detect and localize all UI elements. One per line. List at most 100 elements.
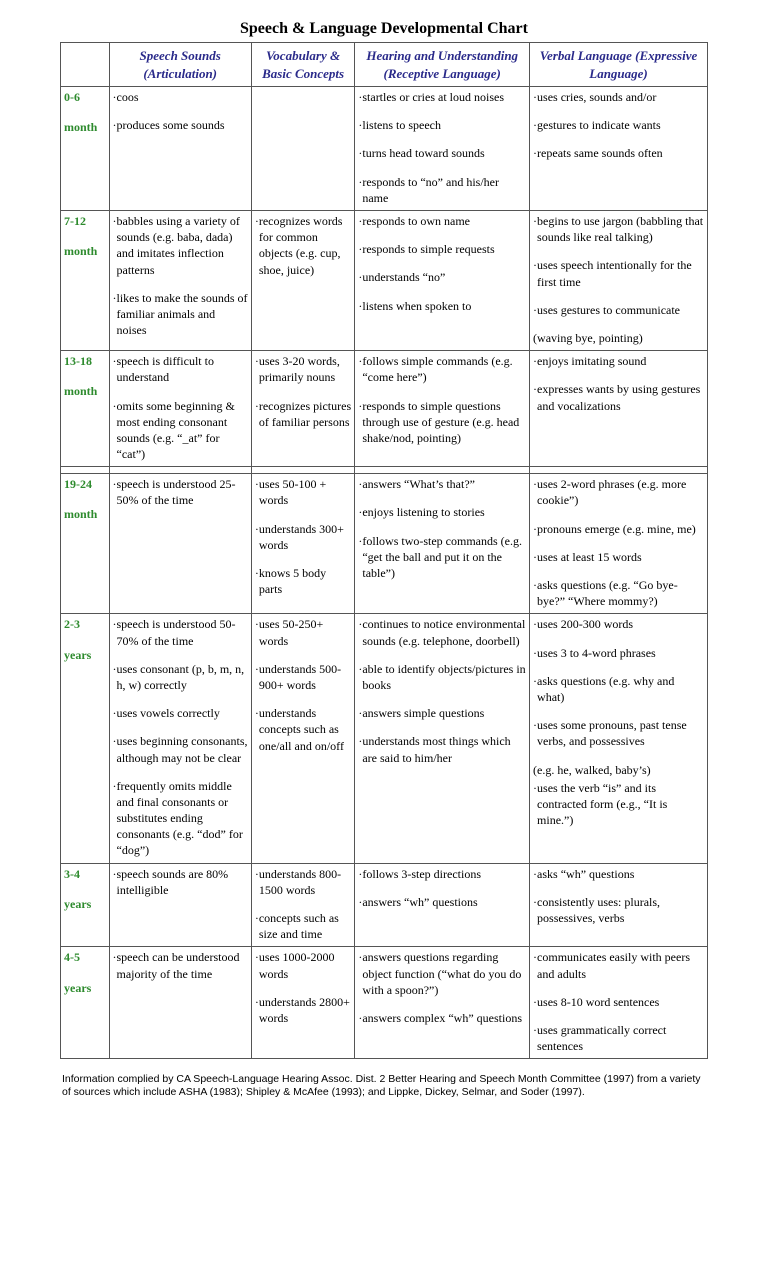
age-unit: month bbox=[64, 506, 106, 522]
cell-vocabulary: uses 3-20 words, primarily nounsrecogniz… bbox=[251, 351, 355, 467]
table-row: 13-18monthspeech is difficult to underst… bbox=[61, 351, 708, 467]
list-item: repeats same sounds often bbox=[533, 145, 704, 161]
cell-vocabulary: recognizes words for common objects (e.g… bbox=[251, 211, 355, 351]
cell-expressive: uses cries, sounds and/orgestures to ind… bbox=[530, 87, 708, 211]
page-title: Speech & Language Developmental Chart bbox=[60, 20, 708, 38]
dev-chart-table: Speech Sounds (Articulation) Vocabulary … bbox=[60, 42, 708, 1059]
list-item: responds to simple requests bbox=[358, 241, 526, 257]
cell-expressive: begins to use jargon (babbling that soun… bbox=[530, 211, 708, 351]
list-item: listens to speech bbox=[358, 117, 526, 133]
list-item: able to identify objects/pictures in boo… bbox=[358, 661, 526, 693]
list-item: (e.g. he, walked, baby’s) bbox=[533, 762, 704, 778]
age-unit: month bbox=[64, 243, 106, 259]
list-item: answers “What’s that?” bbox=[358, 476, 526, 492]
cell-expressive: uses 2-word phrases (e.g. more cookie”)p… bbox=[530, 474, 708, 614]
header-expressive: Verbal Language (Expressive Language) bbox=[530, 43, 708, 87]
cell-receptive: startles or cries at loud noises listens … bbox=[355, 87, 530, 211]
list-item: concepts such as size and time bbox=[255, 910, 352, 942]
cell-articulation: speech is understood 25-50% of the time bbox=[109, 474, 251, 614]
list-item: turns head toward sounds bbox=[358, 145, 526, 161]
age-range: 13-18 bbox=[64, 353, 106, 369]
list-item: responds to simple questions through use… bbox=[358, 398, 526, 447]
list-item: understands concepts such as one/all and… bbox=[255, 705, 352, 754]
age-unit: years bbox=[64, 896, 106, 912]
list-item: uses speech intentionally for the first … bbox=[533, 257, 704, 289]
list-item: uses 3-20 words, primarily nouns bbox=[255, 353, 352, 385]
age-cell: 19-24 month bbox=[61, 474, 110, 614]
cell-receptive: continues to notice environmental sounds… bbox=[355, 614, 530, 863]
list-item: enjoys imitating sound bbox=[533, 353, 704, 369]
list-item: uses 50-250+ words bbox=[255, 616, 352, 648]
table-row: 3-4yearsspeech sounds are 80% intelligib… bbox=[61, 863, 708, 947]
list-item: (waving bye, pointing) bbox=[533, 330, 704, 346]
cell-vocabulary: uses 50-250+ words understands 500-900+ w… bbox=[251, 614, 355, 863]
list-item: follows simple commands (e.g. “come here… bbox=[358, 353, 526, 385]
list-item: answers questions regarding object funct… bbox=[358, 949, 526, 998]
list-item: likes to make the sounds of familiar ani… bbox=[113, 290, 248, 339]
header-row: Speech Sounds (Articulation) Vocabulary … bbox=[61, 43, 708, 87]
list-item: responds to “no” and his/her name bbox=[358, 174, 526, 206]
list-item: answers “wh” questions bbox=[358, 894, 526, 910]
age-cell: 7-12month bbox=[61, 211, 110, 351]
table-row: 4-5yearsspeech can be understood majorit… bbox=[61, 947, 708, 1059]
list-item: asks questions (e.g. “Go bye-bye?” “Wher… bbox=[533, 577, 704, 609]
age-range: 19-24 bbox=[64, 476, 106, 492]
age-cell: 2-3 years bbox=[61, 614, 110, 863]
table-row: 7-12monthbabbles using a variety of soun… bbox=[61, 211, 708, 351]
cell-expressive: enjoys imitating soundexpresses wants by… bbox=[530, 351, 708, 467]
list-item: omits some beginning & most ending conso… bbox=[113, 398, 248, 463]
list-item: understands most things which are said t… bbox=[358, 733, 526, 765]
cell-articulation: coos produces some sounds bbox=[109, 87, 251, 211]
list-item: speech is understood 25-50% of the time bbox=[113, 476, 248, 508]
list-item: uses gestures to communicate bbox=[533, 302, 704, 318]
list-item: knows 5 body parts bbox=[255, 565, 352, 597]
list-item: gestures to indicate wants bbox=[533, 117, 704, 133]
cell-vocabulary: uses 50-100 + words understands 300+ word… bbox=[251, 474, 355, 614]
table-body: 0-6monthcoosproduces some soundsstartles… bbox=[61, 87, 708, 1059]
list-item: asks “wh” questions bbox=[533, 866, 704, 882]
list-item: uses 200-300 words bbox=[533, 616, 704, 632]
list-item: understands “no” bbox=[358, 269, 526, 285]
table-row: 2-3yearsspeech is understood 50-70% of t… bbox=[61, 614, 708, 863]
list-item: uses consonant (p, b, m, n, h, w) correc… bbox=[113, 661, 248, 693]
list-item: understands 500-900+ words bbox=[255, 661, 352, 693]
cell-expressive: uses 200-300 words uses 3 to 4-word phras… bbox=[530, 614, 708, 863]
cell-receptive: follows 3-step directions answers “wh” qu… bbox=[355, 863, 530, 947]
list-item: understands 300+ words bbox=[255, 521, 352, 553]
list-item: speech is understood 50-70% of the time bbox=[113, 616, 248, 648]
list-item: uses 3 to 4-word phrases bbox=[533, 645, 704, 661]
list-item: speech sounds are 80% intelligible bbox=[113, 866, 248, 898]
list-item: responds to own name bbox=[358, 213, 526, 229]
table-row: 0-6monthcoos produces some sounds startles… bbox=[61, 87, 708, 211]
age-cell: 13-18month bbox=[61, 351, 110, 467]
list-item: uses the verb “is” and its contracted fo… bbox=[533, 780, 704, 829]
list-item: follows 3-step directions bbox=[358, 866, 526, 882]
age-range: 0-6 bbox=[64, 89, 106, 105]
age-range: 4-5 bbox=[64, 949, 106, 965]
list-item: recognizes words for common objects (e.g… bbox=[255, 213, 352, 278]
list-item: startles or cries at loud noises bbox=[358, 89, 526, 105]
age-range: 2-3 bbox=[64, 616, 106, 632]
age-cell: 0-6month bbox=[61, 87, 110, 211]
age-unit: years bbox=[64, 647, 106, 663]
cell-articulation: babbles using a variety of sounds (e.g. … bbox=[109, 211, 251, 351]
footnote: Information complied by CA Speech-Langua… bbox=[60, 1073, 708, 1099]
list-item: understands 2800+ words bbox=[255, 994, 352, 1026]
list-item: coos bbox=[113, 89, 248, 105]
list-item: frequently omits middle and final conson… bbox=[113, 778, 248, 859]
list-item: uses 1000-2000 words bbox=[255, 949, 352, 981]
list-item: speech can be understood majority of the… bbox=[113, 949, 248, 981]
header-articulation: Speech Sounds (Articulation) bbox=[109, 43, 251, 87]
list-item: uses beginning consonants, although may … bbox=[113, 733, 248, 765]
list-item: follows two-step commands (e.g. “get the… bbox=[358, 533, 526, 582]
list-item: uses 50-100 + words bbox=[255, 476, 352, 508]
cell-expressive: communicates easily with peers and adult… bbox=[530, 947, 708, 1059]
cell-receptive: responds to own name responds to simple r… bbox=[355, 211, 530, 351]
cell-receptive: answers “What’s that?”enjoys listening t… bbox=[355, 474, 530, 614]
cell-receptive: follows simple commands (e.g. “come here… bbox=[355, 351, 530, 467]
list-item: begins to use jargon (babbling that soun… bbox=[533, 213, 704, 245]
list-item: speech is difficult to understand bbox=[113, 353, 248, 385]
list-item: produces some sounds bbox=[113, 117, 248, 133]
list-item: continues to notice environmental sounds… bbox=[358, 616, 526, 648]
cell-articulation: speech is understood 50-70% of the time u… bbox=[109, 614, 251, 863]
